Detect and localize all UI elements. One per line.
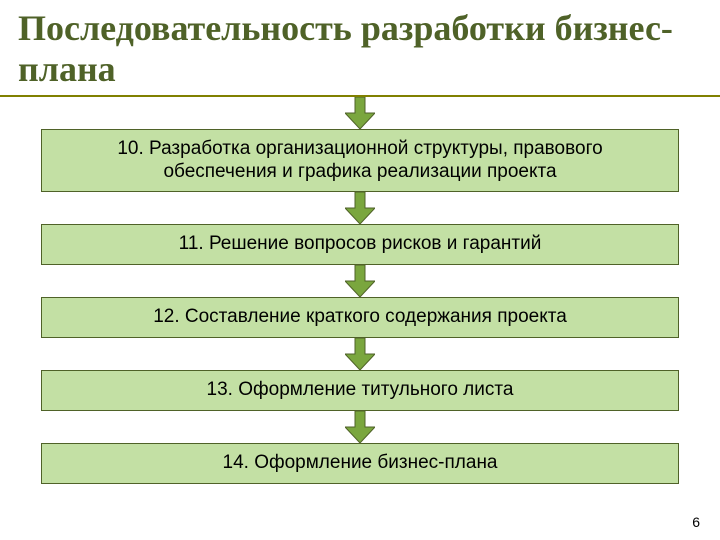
arrow-container [32, 192, 688, 224]
step-box-11: 11. Решение вопросов рисков и гарантий [41, 224, 679, 265]
arrow-container [32, 97, 688, 129]
step-box-14: 14. Оформление бизнес-плана [41, 443, 679, 484]
step-text: 10. Разработка организационной структуры… [62, 138, 658, 184]
arrow-container [32, 411, 688, 443]
step-text: 11. Решение вопросов рисков и гарантий [179, 233, 542, 256]
arrow-down-icon [345, 192, 375, 224]
arrow-container [32, 338, 688, 370]
arrow-down-icon [345, 338, 375, 370]
step-box-10: 10. Разработка организационной структуры… [41, 129, 679, 193]
step-text: 12. Составление краткого содержания прое… [153, 306, 567, 329]
arrow-down-icon [345, 265, 375, 297]
step-box-13: 13. Оформление титульного листа [41, 370, 679, 411]
arrow-down-icon [345, 411, 375, 443]
step-box-12: 12. Составление краткого содержания прое… [41, 297, 679, 338]
arrow-down-icon [345, 97, 375, 129]
flowchart: 10. Разработка организационной структуры… [0, 97, 720, 484]
arrow-container [32, 265, 688, 297]
page-number: 6 [692, 514, 700, 530]
step-text: 14. Оформление бизнес-плана [223, 452, 498, 475]
step-text: 13. Оформление титульного листа [207, 379, 514, 402]
page-title: Последовательность разработки бизнес-пла… [0, 0, 720, 97]
